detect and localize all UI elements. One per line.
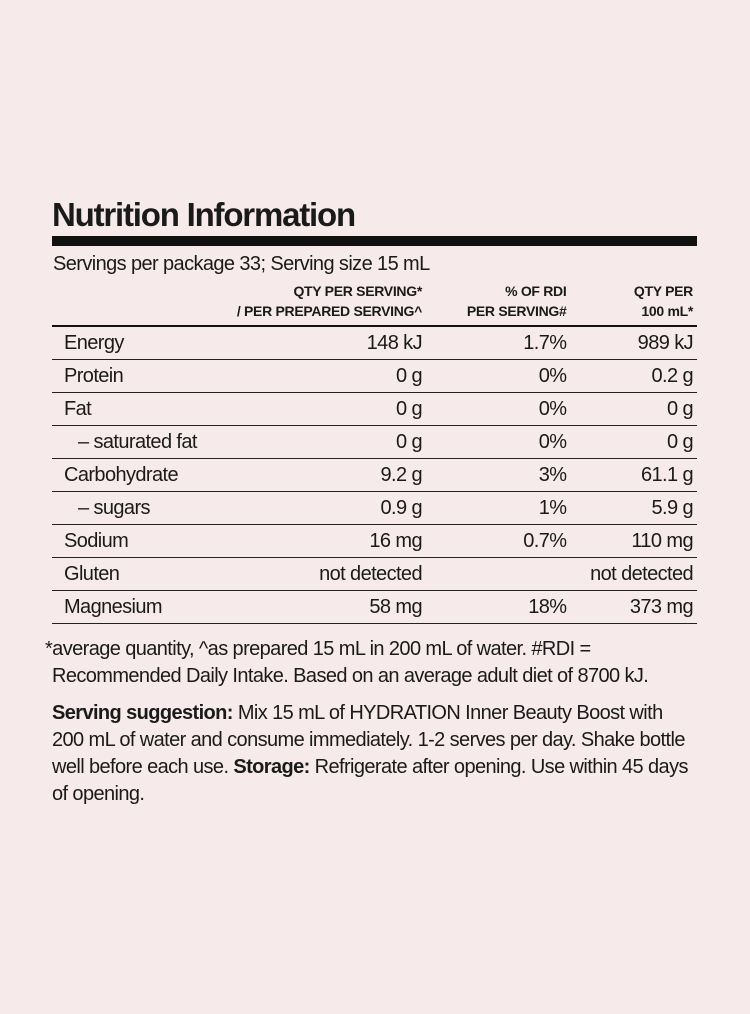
per-serving-value: 0 g (205, 392, 426, 426)
nutrient-name: – sugars (52, 491, 206, 525)
per-100ml-value: 0 g (570, 425, 697, 459)
per-100ml-value: 5.9 g (570, 491, 697, 525)
header-rdi: % OF RDI PER SERVING# (425, 281, 571, 327)
per-serving-value: 148 kJ (205, 326, 426, 360)
nutrient-name: Magnesium (52, 590, 206, 624)
footnote-line: *average quantity, ^as prepared 15 mL in… (45, 638, 591, 660)
serving-suggestion: Serving suggestion: Mix 15 mL of HYDRATI… (52, 700, 697, 808)
table-header: QTY PER SERVING* / PER PREPARED SERVING^ … (52, 281, 697, 327)
per-100ml-value: 110 mg (570, 524, 697, 558)
rdi-value (425, 557, 571, 591)
header-text: PER SERVING# (466, 303, 567, 319)
title-rule (52, 236, 697, 246)
table-row: Gluten not detected not detected (52, 557, 697, 591)
per-100ml-value: 989 kJ (570, 326, 697, 360)
table-row: Sodium 16 mg 0.7% 110 mg (52, 524, 697, 558)
header-blank (52, 281, 206, 327)
nutrient-name: Gluten (52, 557, 206, 591)
per-100ml-value: 373 mg (570, 590, 697, 624)
table-row: Energy 148 kJ 1.7% 989 kJ (52, 326, 697, 360)
nutrient-name: Energy (52, 326, 206, 360)
rdi-value: 0.7% (425, 524, 571, 558)
per-100ml-value: 0.2 g (570, 359, 697, 393)
nutrient-name: Carbohydrate (52, 458, 206, 492)
header-per-serving: QTY PER SERVING* / PER PREPARED SERVING^ (205, 281, 426, 327)
table-row: Magnesium 58 mg 18% 373 mg (52, 590, 697, 624)
table-row: – sugars 0.9 g 1% 5.9 g (52, 491, 697, 525)
header-text: QTY PER SERVING* (293, 283, 422, 299)
nutrition-table: QTY PER SERVING* / PER PREPARED SERVING^ … (52, 281, 697, 624)
per-serving-value: 0 g (205, 425, 426, 459)
header-per-100ml: QTY PER 100 mL* (570, 281, 697, 327)
per-serving-value: not detected (205, 557, 426, 591)
rdi-value: 1.7% (425, 326, 571, 360)
per-100ml-value: 61.1 g (570, 458, 697, 492)
per-serving-value: 0.9 g (205, 491, 426, 525)
rdi-value: 0% (425, 392, 571, 426)
per-100ml-value: 0 g (570, 392, 697, 426)
table-row: Carbohydrate 9.2 g 3% 61.1 g (52, 458, 697, 492)
storage-text: Refrigerate after opening. Use within 45… (52, 756, 688, 805)
footnote-line: Recommended Daily Intake. Based on an av… (52, 665, 649, 687)
table-row: Fat 0 g 0% 0 g (52, 392, 697, 426)
rdi-value: 1% (425, 491, 571, 525)
table-row: – saturated fat 0 g 0% 0 g (52, 425, 697, 459)
suggestion-text: Mix 15 mL of HYDRATION Inner Beauty Boos… (52, 702, 685, 778)
per-serving-value: 9.2 g (205, 458, 426, 492)
header-text: 100 mL* (641, 303, 693, 319)
per-serving-value: 16 mg (205, 524, 426, 558)
header-text: QTY PER (633, 283, 693, 299)
storage-label: Storage: (233, 756, 310, 778)
servings-info: Servings per package 33; Serving size 15… (53, 253, 430, 275)
nutrient-name: Fat (52, 392, 206, 426)
per-serving-value: 58 mg (205, 590, 426, 624)
table-row: Protein 0 g 0% 0.2 g (52, 359, 697, 393)
rdi-value: 0% (425, 425, 571, 459)
rdi-value: 0% (425, 359, 571, 393)
nutrient-name: – saturated fat (52, 425, 206, 459)
panel-title: Nutrition Information (52, 196, 356, 233)
per-serving-value: 0 g (205, 359, 426, 393)
header-text: % OF RDI (505, 283, 567, 299)
rdi-value: 18% (425, 590, 571, 624)
rdi-value: 3% (425, 458, 571, 492)
nutrient-name: Protein (52, 359, 206, 393)
footnote: *average quantity, ^as prepared 15 mL in… (45, 636, 697, 690)
per-100ml-value: not detected (570, 557, 697, 591)
header-text: / PER PREPARED SERVING^ (236, 303, 422, 319)
suggestion-label: Serving suggestion: (52, 702, 233, 724)
nutrient-name: Sodium (52, 524, 206, 558)
nutrition-panel: Nutrition Information Servings per packa… (45, 196, 697, 808)
